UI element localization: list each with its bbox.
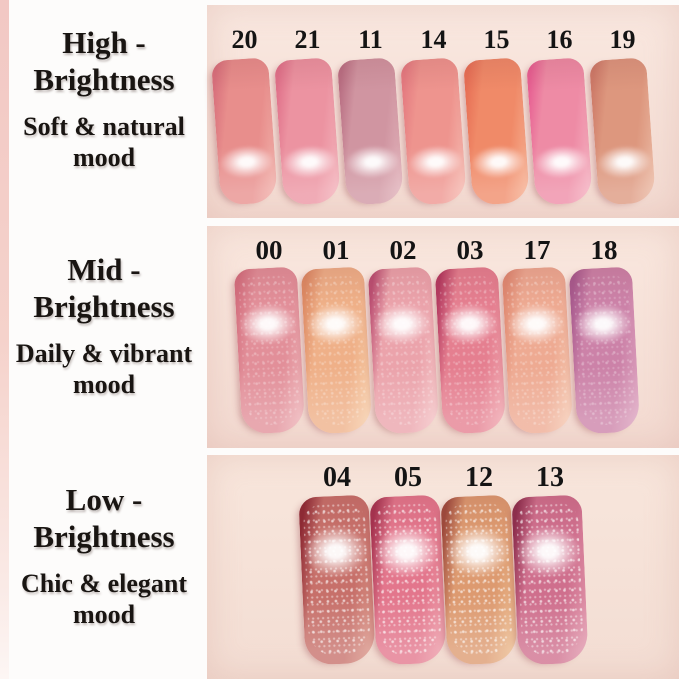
swatch-column-14: 14 — [400, 5, 467, 206]
swatch-panel-high-brightness: 20 21 11 14 15 16 19 — [207, 5, 679, 218]
gloss-highlight — [345, 144, 400, 180]
gloss-highlight — [373, 524, 441, 579]
gloss-highlight — [534, 144, 589, 180]
swatch-number-20: 20 — [231, 25, 258, 54]
section-title-line2: Brightness — [33, 519, 175, 554]
gloss-highlight — [237, 302, 298, 346]
swatch-column-04: 04 — [298, 455, 376, 666]
gloss-highlight — [282, 144, 337, 180]
gloss-highlight — [304, 302, 365, 346]
swatch-strip-00 — [233, 266, 305, 435]
swatch-number-14: 14 — [420, 25, 447, 54]
swatch-strip-20 — [211, 57, 278, 206]
swatch-number-11: 11 — [358, 25, 383, 54]
section-subtitle-line2: mood — [72, 600, 136, 629]
swatch-column-01: 01 — [300, 226, 372, 435]
section-title: Mid - Brightness — [6, 251, 202, 325]
swatch-strip-15 — [463, 57, 530, 206]
gloss-highlight — [302, 524, 370, 579]
swatch-number-17: 17 — [523, 235, 551, 265]
swatch-column-02: 02 — [367, 226, 439, 435]
section-subtitle: Daily & vibrant mood — [6, 338, 202, 400]
swatch-strip-11 — [337, 57, 404, 206]
swatch-number-03: 03 — [456, 235, 484, 265]
section-subtitle-line2: mood — [72, 370, 136, 399]
swatch-number-21: 21 — [294, 25, 321, 54]
section-subtitle-line1: Soft & natural — [23, 112, 185, 141]
gloss-highlight — [438, 302, 499, 346]
gloss-highlight — [219, 144, 274, 180]
section-subtitle: Chic & elegant mood — [6, 568, 202, 630]
section-label-low-brightness: Low - Brightness Chic & elegant mood — [6, 481, 202, 630]
gloss-highlight — [371, 302, 432, 346]
swatch-column-20: 20 — [211, 5, 278, 206]
section-title: Low - Brightness — [6, 481, 202, 555]
section-title-line1: Mid - — [67, 252, 141, 287]
swatch-strip-13 — [511, 494, 589, 666]
swatch-number-00: 00 — [255, 235, 283, 265]
swatch-number-01: 01 — [322, 235, 350, 265]
gloss-highlight — [471, 144, 526, 180]
swatch-panel-low-brightness: 04 05 12 13 — [207, 455, 679, 679]
swatch-number-12: 12 — [465, 462, 493, 493]
swatch-strip-12 — [440, 494, 518, 666]
swatch-column-00: 00 — [233, 226, 305, 435]
swatch-strip-02 — [367, 266, 439, 435]
swatch-number-15: 15 — [483, 25, 510, 54]
swatch-number-13: 13 — [536, 462, 564, 493]
section-subtitle-line1: Chic & elegant — [20, 569, 188, 598]
swatch-column-15: 15 — [463, 5, 530, 206]
swatch-number-16: 16 — [546, 25, 573, 54]
swatch-number-04: 04 — [323, 462, 351, 493]
section-subtitle: Soft & natural mood — [6, 111, 202, 173]
section-title-line1: High - — [62, 25, 146, 60]
section-label-mid-brightness: Mid - Brightness Daily & vibrant mood — [6, 251, 202, 400]
swatch-strip-01 — [300, 266, 372, 435]
swatch-strip-17 — [501, 266, 573, 435]
section-subtitle-line1: Daily & vibrant — [15, 339, 193, 368]
gloss-highlight — [505, 302, 566, 346]
swatch-column-13: 13 — [511, 455, 589, 666]
swatch-column-21: 21 — [274, 5, 341, 206]
gloss-highlight — [515, 524, 583, 579]
swatch-strip-21 — [274, 57, 341, 206]
swatch-strip-03 — [434, 266, 506, 435]
swatch-number-19: 19 — [609, 25, 636, 54]
section-label-high-brightness: High - Brightness Soft & natural mood — [6, 24, 202, 173]
section-title-line1: Low - — [65, 482, 143, 517]
left-accent-strip — [0, 0, 9, 679]
swatch-column-12: 12 — [440, 455, 518, 666]
swatch-strip-04 — [298, 494, 376, 666]
swatch-panel-mid-brightness: 00 01 02 03 17 18 — [207, 226, 679, 448]
swatch-strip-19 — [589, 57, 656, 206]
gloss-highlight — [408, 144, 463, 180]
swatch-strip-16 — [526, 57, 593, 206]
swatch-number-18: 18 — [590, 235, 618, 265]
swatch-strip-05 — [369, 494, 447, 666]
section-title-line2: Brightness — [33, 289, 175, 324]
section-title: High - Brightness — [6, 24, 202, 98]
swatch-column-05: 05 — [369, 455, 447, 666]
section-subtitle-line2: mood — [72, 143, 136, 172]
swatch-column-18: 18 — [568, 226, 640, 435]
swatch-column-17: 17 — [501, 226, 573, 435]
swatch-strip-14 — [400, 57, 467, 206]
swatch-number-02: 02 — [389, 235, 417, 265]
section-title-line2: Brightness — [33, 62, 175, 97]
swatch-column-16: 16 — [526, 5, 593, 206]
swatch-strip-18 — [568, 266, 640, 435]
gloss-highlight — [444, 524, 512, 579]
gloss-highlight — [597, 144, 652, 180]
swatch-column-19: 19 — [589, 5, 656, 206]
swatch-column-11: 11 — [337, 5, 404, 206]
gloss-highlight — [572, 302, 633, 346]
swatch-column-03: 03 — [434, 226, 506, 435]
swatch-number-05: 05 — [394, 462, 422, 493]
